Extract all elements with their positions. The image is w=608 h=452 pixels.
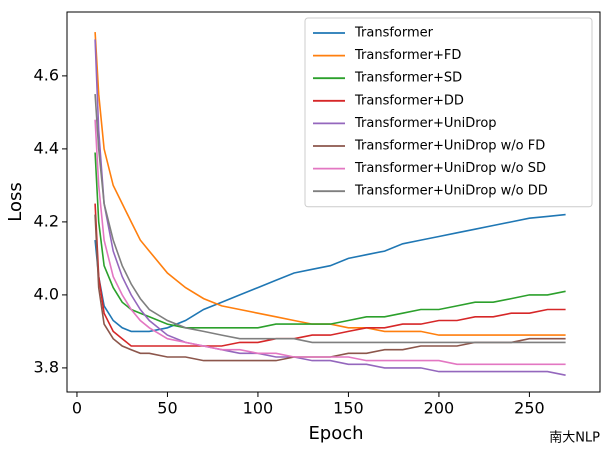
y-tick-label: 4.0 [34,284,59,303]
x-tick-label: 0 [72,399,82,418]
y-tick-label: 4.2 [34,211,59,230]
series-line [94,119,566,366]
series-line [94,214,566,362]
plot-frame [66,11,601,393]
legend-label: Transformer+FD [354,48,461,63]
legend-label: Transformer [354,26,434,41]
y-tick-label: 3.8 [34,357,59,376]
x-tick-label: 50 [157,399,177,418]
series-line [94,32,566,336]
legend-label: Transformer+UniDrop w/o SD [354,161,546,176]
y-tick-label: 4.4 [34,138,59,157]
legend-label: Transformer+UniDrop [354,116,497,131]
legend-label: Transformer+UniDrop w/o FD [354,139,545,154]
legend-label: Transformer+DD [354,93,464,108]
legend-label: Transformer+UniDrop w/o DD [354,184,548,199]
watermark: 南大NLP [549,430,600,446]
x-tick-label: 250 [514,399,545,418]
x-tick-label: 200 [424,399,455,418]
x-tick-label: 100 [243,399,274,418]
y-axis-label: Loss [5,182,26,221]
series-line [94,213,566,333]
legend-label: Transformer+SD [354,71,462,86]
series-line [94,94,566,344]
x-tick-label: 150 [333,399,364,418]
y-tick-label: 4.6 [34,65,59,84]
legend-box [304,17,593,208]
x-axis-label: Epoch [308,423,363,444]
